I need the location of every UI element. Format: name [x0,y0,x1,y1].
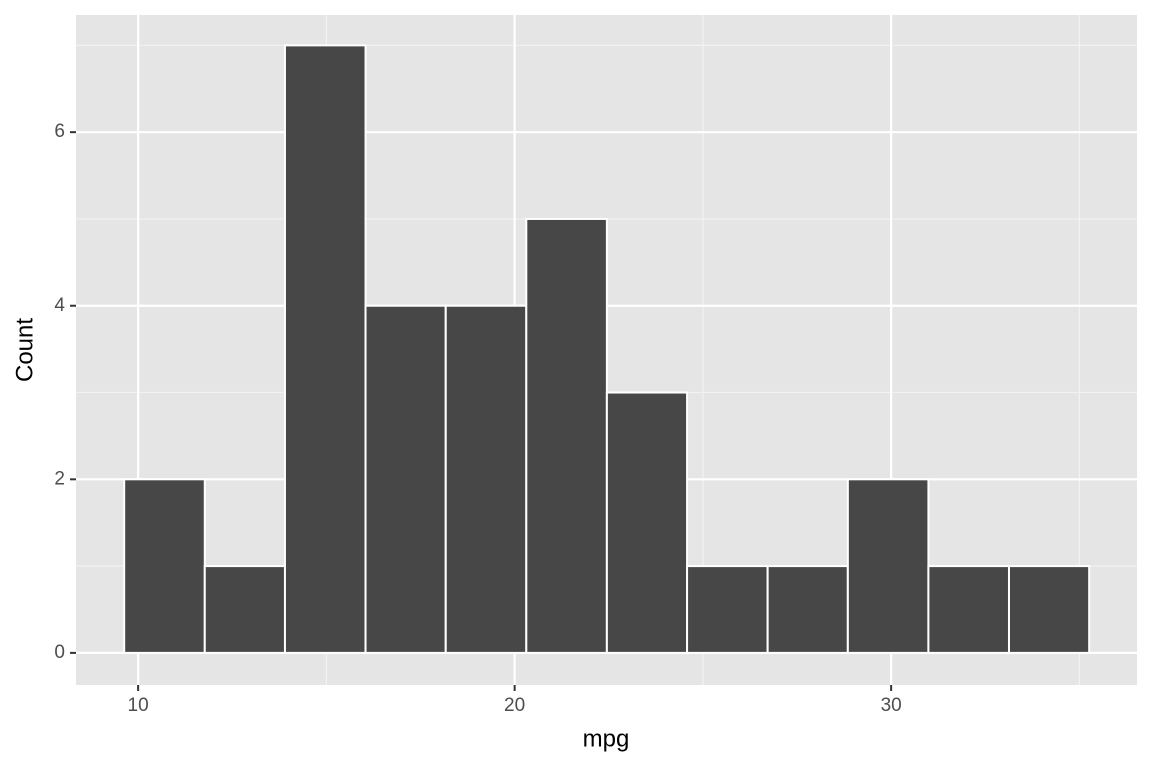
bar [605,391,689,654]
bar [123,478,206,654]
x-tick-label: 10 [128,695,149,716]
bar [686,565,769,654]
bar [203,565,286,654]
y-tick-label: 6 [54,121,65,142]
x-tick-label: 30 [881,695,902,716]
bar [525,217,608,654]
y-tick-label: 4 [54,295,65,316]
bar [364,304,447,654]
bar [766,565,849,654]
x-tick-label: 20 [504,695,525,716]
y-tick-label: 0 [54,642,65,663]
bar [927,565,1010,654]
bar [444,304,528,654]
y-tick-label: 2 [54,468,65,489]
bar [846,478,930,654]
y-axis-title: Count [11,318,38,382]
bar [283,44,367,654]
x-axis-title: mpg [583,725,630,752]
bar [1007,565,1091,654]
